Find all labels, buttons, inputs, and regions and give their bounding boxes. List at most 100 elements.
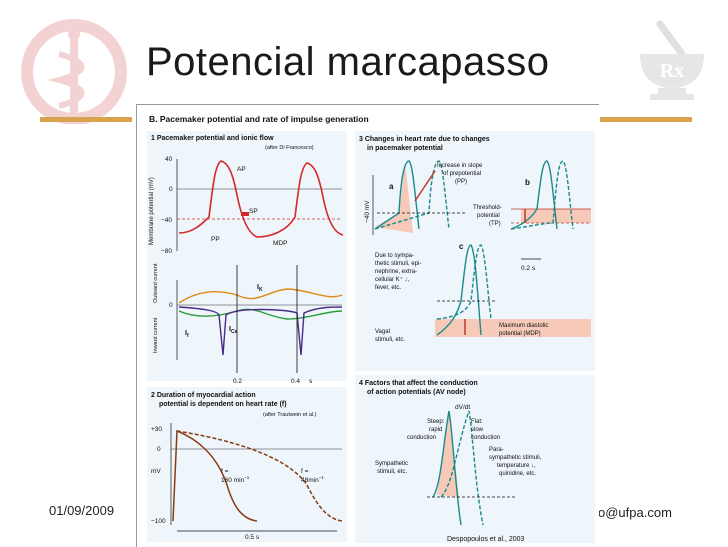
symp-2: stimuli, etc. xyxy=(377,469,407,475)
para-4: quinidine, etc. xyxy=(499,471,536,477)
threshold-2: potential xyxy=(477,213,500,219)
trace-b-dashed xyxy=(510,160,574,230)
svg-text:IK: IK xyxy=(257,284,263,293)
panel1-tick-0: 0 xyxy=(169,186,173,193)
vagal-1: Vagal xyxy=(375,329,390,335)
f1-label: f = xyxy=(221,468,229,475)
label-c: c xyxy=(459,242,464,251)
panel2-title-1: 2 Duration of myocardial action xyxy=(151,392,256,399)
svg-text:48min−1: 48min−1 xyxy=(301,475,324,484)
para-1: Para- xyxy=(489,447,504,453)
time-tick-04: 0.4 xyxy=(291,378,300,385)
para-2: sympathetic stimuli, xyxy=(489,455,542,461)
flat-2: slow xyxy=(471,427,484,433)
pacemaker-figure: B. Pacemaker potential and rate of impul… xyxy=(136,104,599,547)
panel3-title-2: in pacemaker potential xyxy=(367,145,443,152)
panel3-ylabel: −40 mV xyxy=(364,200,371,223)
symp-1: Sympathetic xyxy=(375,461,408,467)
inward-current-label: Inward current xyxy=(153,317,159,353)
slide-email: o@ufpa.com xyxy=(598,505,672,520)
trace-c-dashed xyxy=(436,244,492,320)
dvdt-label: dV/dt xyxy=(455,404,470,411)
increase-2: of prepotential xyxy=(443,171,481,177)
trace-4-solid xyxy=(432,410,462,526)
caduceus-logo xyxy=(21,19,127,124)
panel1-ylabel: Membrane potential (mV) xyxy=(149,177,155,245)
trace-c-solid xyxy=(436,244,482,336)
vagal-2: stimuli, etc. xyxy=(375,337,405,343)
ica-trace xyxy=(178,306,343,356)
label-pp: PP xyxy=(211,236,220,243)
panel-2: 2 Duration of myocardial action potentia… xyxy=(147,387,347,542)
increase-1: Increase in slope xyxy=(437,163,483,169)
if-sub: f xyxy=(187,333,189,339)
f1-value: 160 xyxy=(221,477,232,484)
threshold-1: Threshold- xyxy=(473,205,502,211)
p2-tick-m100: −100 xyxy=(151,518,166,525)
steep-2: rapid xyxy=(429,427,442,433)
mdp-1: Maximum diastolic xyxy=(499,323,548,329)
sympa-5: fever, etc. xyxy=(375,285,401,291)
sympa-1: Due to sympa- xyxy=(375,253,414,259)
panel1-tick-m80: −80 xyxy=(161,248,172,255)
panel-3: 3 Changes in heart rate due to changes i… xyxy=(355,131,595,371)
outward-current-label: Outward current xyxy=(153,263,159,303)
figure-credit: Despopoulos et al., 2003 xyxy=(447,536,525,543)
para-3: temperature ↓, xyxy=(497,463,536,469)
mdp-2: potential (MDP) xyxy=(499,331,541,337)
p3-scale: 0.2 s xyxy=(521,265,536,272)
label-b: b xyxy=(525,178,530,187)
trace-a-dashed xyxy=(374,160,450,230)
panel4-title-2: of action potentials (AV node) xyxy=(367,389,466,396)
flat-1: Flat: xyxy=(471,419,483,425)
slide-date: 01/09/2009 xyxy=(49,503,115,518)
decorative-rule-left xyxy=(40,117,132,122)
p2-tick-30: +30 xyxy=(151,426,162,433)
f1-unit: min xyxy=(234,477,245,484)
trace-4-dashed xyxy=(440,410,484,526)
svg-text:ICa: ICa xyxy=(229,326,238,335)
steep-3: conduction xyxy=(407,435,436,441)
f2-exp: −1 xyxy=(319,475,325,480)
ap-160-trace xyxy=(172,429,258,522)
label-sp: SP xyxy=(249,208,258,215)
ik-sub: K xyxy=(259,287,263,293)
if-label: I xyxy=(185,330,187,337)
label-mdp: MDP xyxy=(273,240,287,247)
if-trace xyxy=(178,308,343,320)
panel1-source: (after Di Francesco) xyxy=(265,145,314,151)
ap-48-trace xyxy=(176,430,343,522)
label-ap: AP xyxy=(237,166,246,173)
ik-trace xyxy=(178,288,343,304)
time-tick-02: 0.2 xyxy=(233,378,242,385)
figure-header: B. Pacemaker potential and rate of impul… xyxy=(149,114,369,124)
mortar-pestle-logo: Rx xyxy=(640,20,704,100)
threshold-3: (TP) xyxy=(489,221,501,227)
sympa-2: thetic stimuli, epi- xyxy=(375,261,421,267)
pacemaker-trace xyxy=(178,160,344,238)
ik-label: I xyxy=(257,284,259,291)
decorative-rule-right xyxy=(600,117,692,122)
panel1-title: 1 Pacemaker potential and ionic flow xyxy=(151,135,274,142)
increase-3: (PP) xyxy=(455,179,467,185)
svg-text:160 min−1: 160 min−1 xyxy=(221,475,250,484)
flat-3: conduction xyxy=(471,435,500,441)
panel1-tick-m40: −40 xyxy=(161,217,172,224)
steep-1: Steep: xyxy=(427,419,445,425)
sympa-4: cellular K⁺ ↓, xyxy=(375,276,410,283)
panel2-source: (after Trautwein et al.) xyxy=(263,412,317,418)
label-a: a xyxy=(389,182,394,191)
sympa-3: nephrine, extra- xyxy=(375,269,417,275)
p2-unit: mV xyxy=(151,468,161,475)
panel-4: 4 Factors that affect the conduction of … xyxy=(355,375,595,543)
p2-scale: 0.5 s xyxy=(245,534,260,541)
svg-text:If: If xyxy=(185,330,189,339)
time-unit: s xyxy=(309,378,313,385)
panel3-title-1: 3 Changes in heart rate due to changes xyxy=(359,136,490,143)
panel-1: 1 Pacemaker potential and ionic flow (af… xyxy=(147,131,347,385)
f1-exp: −1 xyxy=(244,475,250,480)
p2-tick-0: 0 xyxy=(157,446,161,453)
trace-b-solid xyxy=(510,160,558,230)
panel2-title-2: potential is dependent on heart rate (f) xyxy=(159,401,287,408)
rx-logo-text: Rx xyxy=(660,60,684,82)
